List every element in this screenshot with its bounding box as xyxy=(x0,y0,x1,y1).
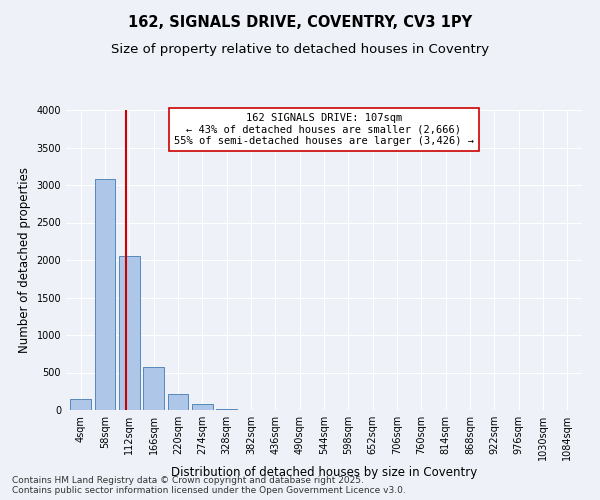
Bar xyxy=(70,399,91,410)
Bar xyxy=(167,394,188,410)
Text: 162, SIGNALS DRIVE, COVENTRY, CV3 1PY: 162, SIGNALS DRIVE, COVENTRY, CV3 1PY xyxy=(128,15,472,30)
Bar xyxy=(192,404,212,410)
Y-axis label: Number of detached properties: Number of detached properties xyxy=(18,167,31,353)
X-axis label: Distribution of detached houses by size in Coventry: Distribution of detached houses by size … xyxy=(171,466,477,478)
Text: 162 SIGNALS DRIVE: 107sqm
← 43% of detached houses are smaller (2,666)
55% of se: 162 SIGNALS DRIVE: 107sqm ← 43% of detac… xyxy=(174,113,474,146)
Bar xyxy=(95,179,115,410)
Bar xyxy=(119,256,140,410)
Bar xyxy=(216,408,237,410)
Text: Size of property relative to detached houses in Coventry: Size of property relative to detached ho… xyxy=(111,42,489,56)
Text: Contains HM Land Registry data © Crown copyright and database right 2025.
Contai: Contains HM Land Registry data © Crown c… xyxy=(12,476,406,495)
Bar xyxy=(143,367,164,410)
